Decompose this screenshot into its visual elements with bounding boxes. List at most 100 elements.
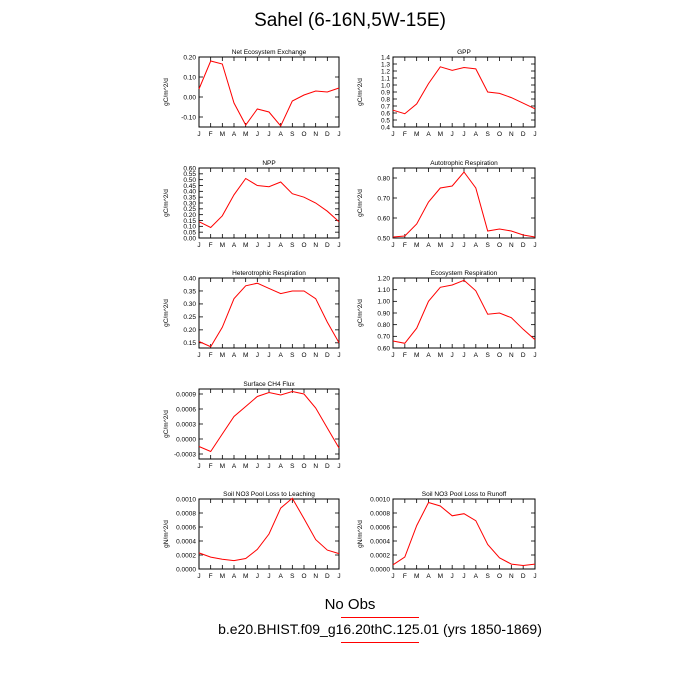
- chart-title: Net Ecosystem Exchange: [232, 49, 307, 56]
- y-tick-label: 0.4: [381, 124, 390, 131]
- y-tick-label: 0.6: [381, 110, 390, 117]
- x-tick-label: J: [197, 352, 200, 359]
- x-tick-label: J: [391, 131, 394, 138]
- x-tick-label: O: [301, 573, 306, 580]
- x-tick-label: J: [256, 242, 259, 249]
- x-tick-label: J: [197, 131, 200, 138]
- y-tick-label: 0.50: [183, 177, 196, 184]
- y-axis-label: gC/m^2/d: [357, 299, 364, 327]
- x-tick-label: J: [256, 352, 259, 359]
- x-tick-label: A: [474, 352, 479, 359]
- no-obs-label: No Obs: [324, 596, 376, 613]
- x-tick-label: M: [243, 573, 248, 580]
- x-tick-label: M: [414, 242, 419, 249]
- x-tick-label: J: [267, 463, 270, 470]
- page-title: Sahel (6-16N,5W-15E): [254, 10, 446, 31]
- x-tick-label: F: [209, 131, 213, 138]
- y-tick-label: 0.05: [183, 229, 196, 236]
- x-tick-label: F: [209, 352, 213, 359]
- x-tick-label: M: [414, 131, 419, 138]
- x-tick-label: S: [485, 131, 490, 138]
- x-tick-label: N: [313, 242, 318, 249]
- y-tick-label: 0.0006: [176, 524, 196, 531]
- y-tick-label: 1.3: [381, 61, 390, 68]
- y-tick-label: 0.30: [183, 301, 196, 308]
- x-tick-label: M: [243, 352, 248, 359]
- y-tick-label: 0.0004: [370, 538, 390, 545]
- x-tick-label: O: [301, 352, 306, 359]
- x-tick-label: J: [462, 573, 465, 580]
- x-tick-label: S: [485, 242, 490, 249]
- series-line: [198, 60, 340, 127]
- chart-title: Heterotrophic Respiration: [232, 270, 306, 277]
- x-tick-label: A: [232, 352, 237, 359]
- y-tick-label: 0.15: [183, 340, 196, 347]
- x-tick-label: O: [301, 463, 306, 470]
- y-axis-label: gC/m^2/d: [163, 410, 170, 438]
- chart-title: NPP: [262, 160, 275, 167]
- x-tick-label: A: [474, 573, 479, 580]
- plot-frame: [392, 277, 536, 349]
- x-tick-label: D: [521, 242, 526, 249]
- plot-frame: [392, 167, 536, 239]
- series-line: [392, 171, 536, 238]
- y-tick-label: 0.10: [183, 224, 196, 231]
- x-tick-label: J: [391, 242, 394, 249]
- x-tick-label: S: [290, 131, 295, 138]
- x-tick-label: M: [220, 131, 225, 138]
- x-tick-label: M: [220, 573, 225, 580]
- x-tick-label: J: [451, 352, 454, 359]
- y-tick-label: 0.25: [183, 314, 196, 321]
- chart-panel-5: Heterotrophic Respiration gC/m^2/d 0.15 0.2…: [163, 270, 341, 359]
- x-tick-label: D: [325, 242, 330, 249]
- y-tick-label: 0.0009: [176, 391, 196, 398]
- x-tick-label: S: [290, 573, 295, 580]
- y-tick-label: 0.0006: [370, 524, 390, 531]
- series-line: [392, 501, 536, 567]
- x-tick-label: J: [462, 131, 465, 138]
- x-tick-label: N: [509, 131, 514, 138]
- x-tick-label: S: [290, 242, 295, 249]
- y-tick-label: 0.0006: [176, 406, 196, 413]
- y-tick-label: 0.0002: [370, 552, 390, 559]
- x-tick-label: D: [521, 573, 526, 580]
- x-tick-label: A: [232, 131, 237, 138]
- y-tick-label: 0.00: [183, 235, 196, 242]
- y-tick-label: 0.0008: [370, 510, 390, 517]
- x-tick-label: O: [497, 131, 502, 138]
- y-axis-label: gN/m^2/d: [163, 520, 170, 548]
- x-tick-label: J: [533, 131, 536, 138]
- x-tick-label: A: [278, 352, 283, 359]
- y-tick-label: 0.20: [183, 212, 196, 219]
- x-tick-label: J: [197, 242, 200, 249]
- x-tick-label: J: [451, 131, 454, 138]
- y-tick-label: 0.0004: [176, 538, 196, 545]
- y-tick-label: 0.60: [377, 345, 390, 352]
- x-tick-label: A: [278, 242, 283, 249]
- y-tick-label: 0.7: [381, 103, 390, 110]
- x-tick-label: O: [497, 242, 502, 249]
- x-tick-label: M: [220, 352, 225, 359]
- x-tick-label: D: [325, 463, 330, 470]
- x-tick-label: F: [403, 352, 407, 359]
- chart-panel-9: Soil NO3 Pool Loss to Runoff gN/m^2/d 0.00…: [357, 491, 537, 580]
- x-tick-label: D: [325, 352, 330, 359]
- x-tick-label: J: [533, 352, 536, 359]
- y-tick-label: 0.60: [183, 165, 196, 172]
- x-tick-label: F: [403, 242, 407, 249]
- y-tick-label: 0.70: [377, 334, 390, 341]
- y-tick-label: 0.0003: [176, 421, 196, 428]
- y-tick-label: 0.0000: [176, 566, 196, 573]
- y-tick-label: 0.55: [183, 171, 196, 178]
- x-tick-label: A: [474, 242, 479, 249]
- y-tick-label: 1.0: [381, 82, 390, 89]
- x-tick-label: F: [209, 242, 213, 249]
- chart-panel-2: GPPgC/m^2/d0.40.50.60.70.80.91.01.11.21.…: [357, 49, 537, 138]
- x-tick-label: M: [438, 573, 443, 580]
- chart-title: Soil NO3 Pool Loss to Runoff: [422, 491, 507, 498]
- x-tick-label: M: [438, 352, 443, 359]
- series-line: [198, 497, 340, 562]
- x-tick-label: A: [426, 573, 431, 580]
- x-tick-label: M: [243, 131, 248, 138]
